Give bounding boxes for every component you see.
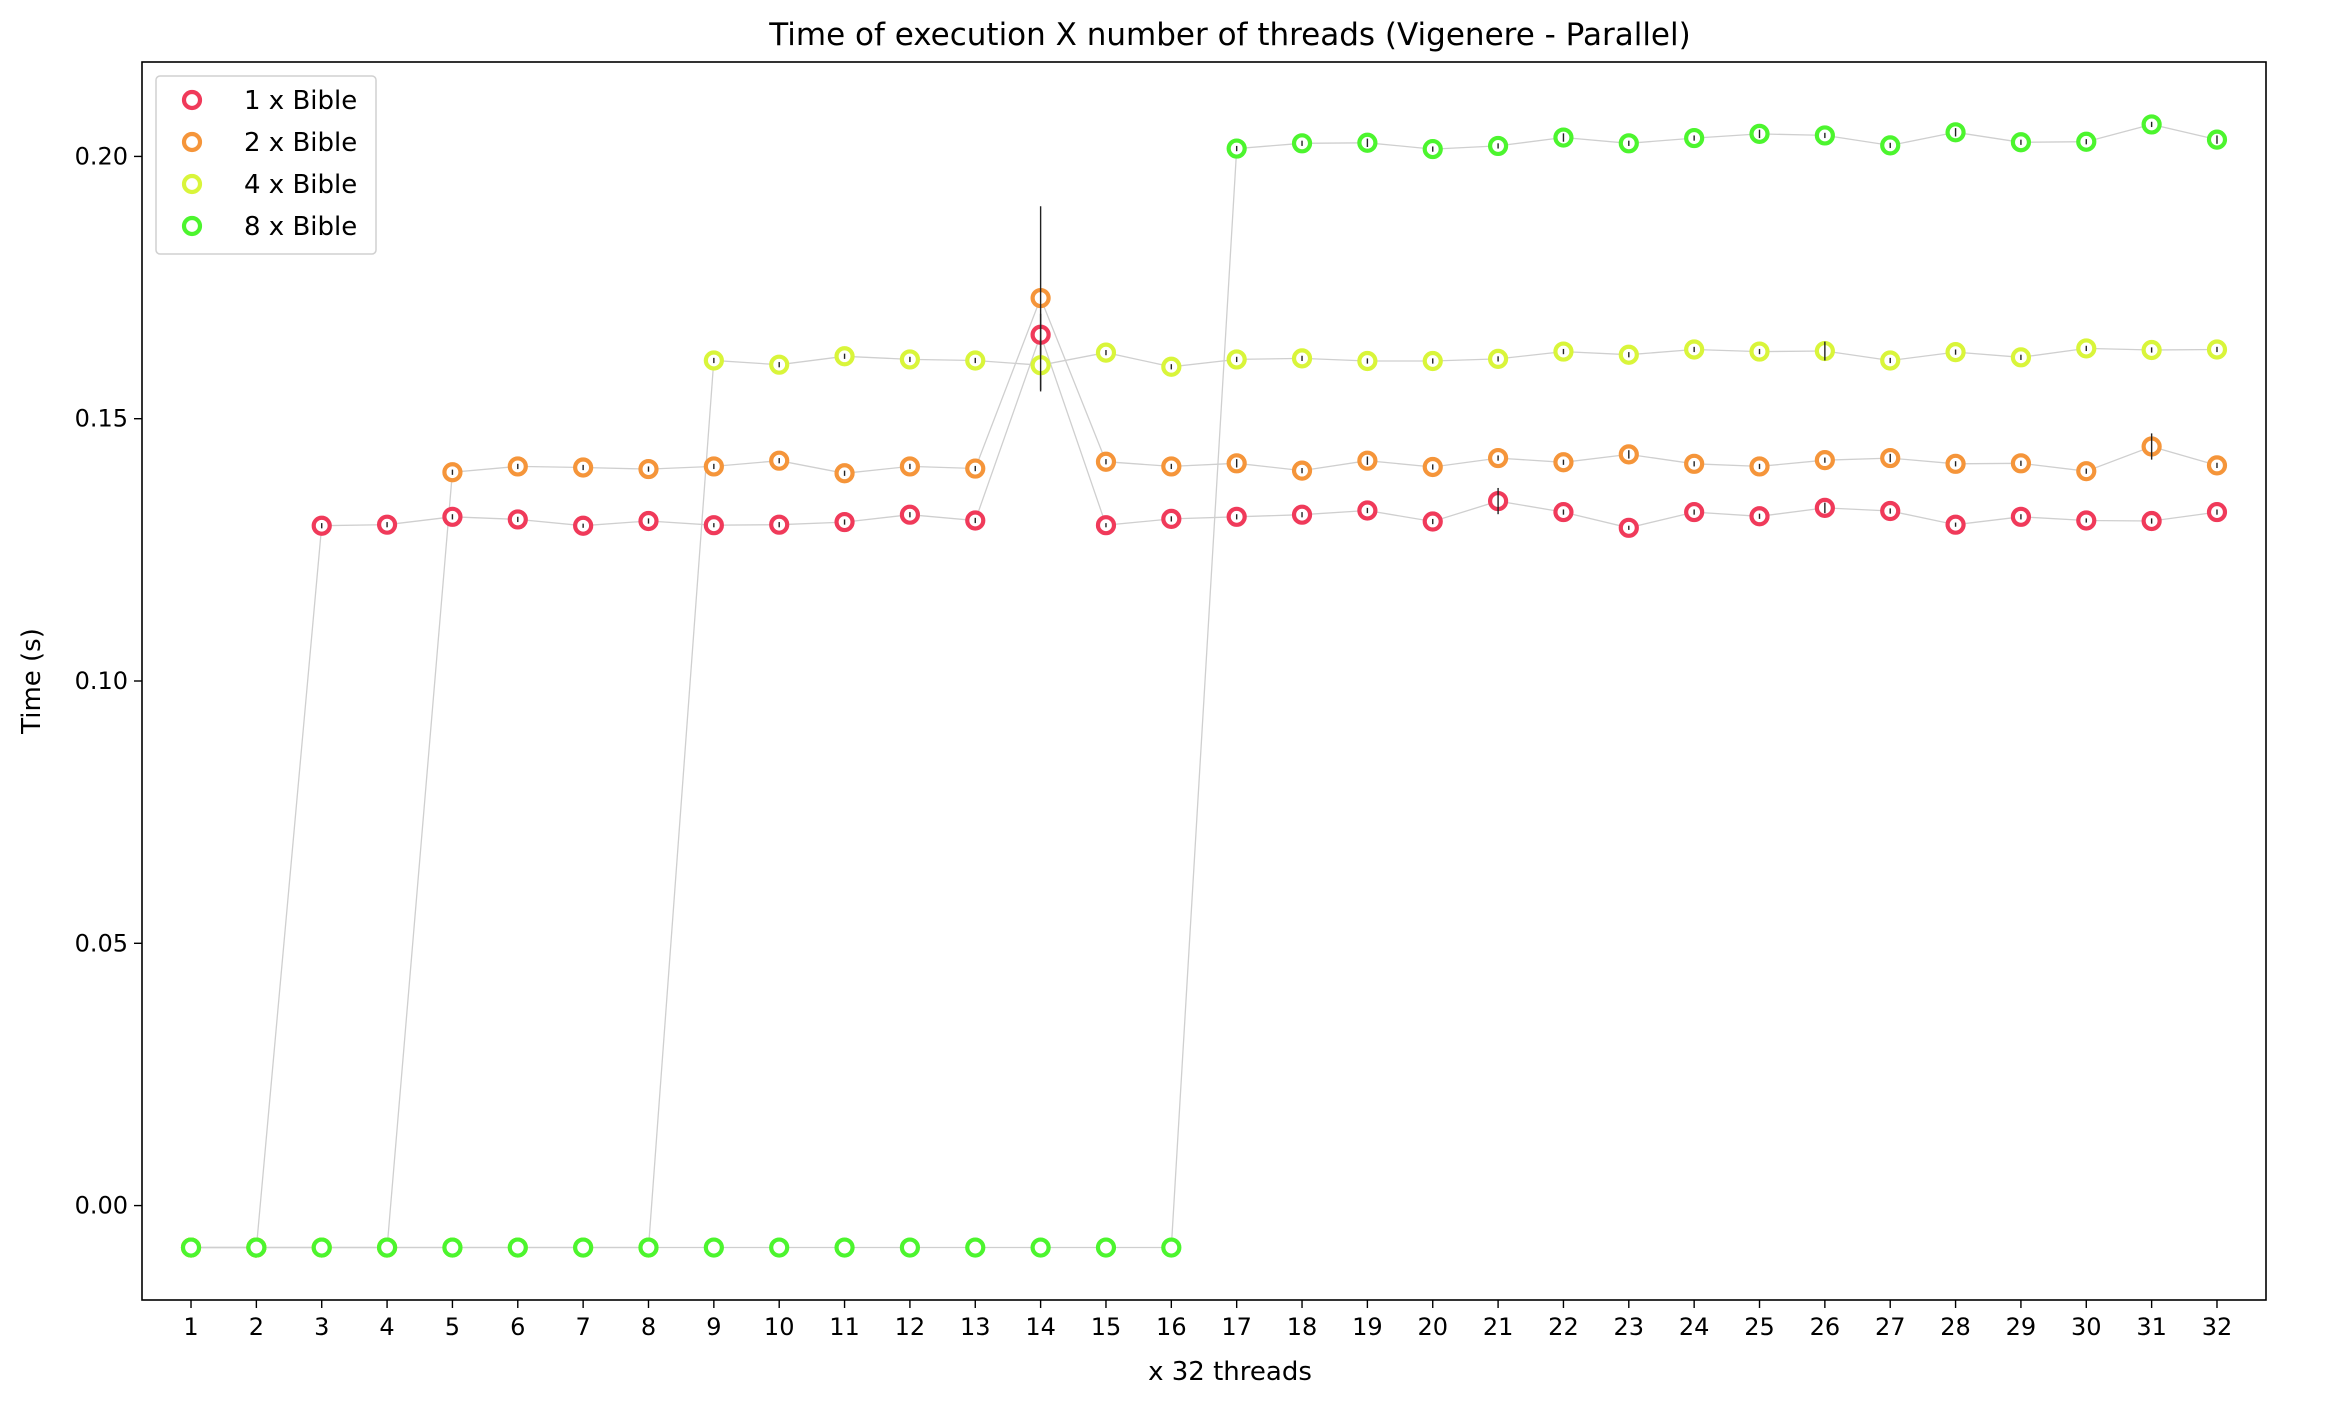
x-tick-label: 1 — [183, 1313, 198, 1341]
x-tick-label: 17 — [1221, 1313, 1252, 1341]
x-tick-label: 30 — [2071, 1313, 2102, 1341]
x-tick-label: 6 — [510, 1313, 525, 1341]
x-tick-label: 23 — [1614, 1313, 1645, 1341]
x-tick-label: 2 — [249, 1313, 264, 1341]
data-point — [1095, 1237, 1117, 1258]
data-point — [376, 1237, 398, 1258]
data-point — [834, 1237, 855, 1258]
series-line-4 — [191, 123, 2218, 1249]
y-axis: 0.00 0.05 0.10 0.15 0.20 — [75, 142, 142, 1220]
x-tick-label: 25 — [1744, 1313, 1775, 1341]
data-point — [769, 1237, 790, 1258]
x-tick-label: 14 — [1025, 1313, 1056, 1341]
legend-marker — [181, 215, 203, 237]
legend-label: 8 x Bible — [244, 212, 357, 242]
data-point — [638, 1237, 659, 1258]
legend: 1 x Bible 2 x Bible 4 x Bible 8 x Bible — [155, 75, 377, 255]
y-tick-label: 0.20 — [75, 142, 128, 170]
data-point — [1161, 1237, 1182, 1258]
x-tick-label: 21 — [1483, 1313, 1514, 1341]
data-point — [246, 1237, 267, 1258]
x-tick-label: 18 — [1287, 1313, 1318, 1341]
legend-label: 2 x Bible — [244, 128, 357, 158]
x-tick-label: 12 — [895, 1313, 926, 1341]
data-point — [442, 1237, 463, 1258]
legend-label: 4 x Bible — [244, 170, 357, 200]
x-tick-label: 32 — [2202, 1313, 2233, 1341]
data-point — [507, 1237, 528, 1258]
y-tick-label: 0.05 — [75, 929, 128, 957]
x-tick-label: 29 — [2006, 1313, 2037, 1341]
chart-title: Time of execution X number of threads (V… — [768, 17, 1690, 53]
data-point — [965, 1237, 986, 1258]
y-tick-label: 0.10 — [75, 667, 128, 695]
y-tick-label: 0.15 — [75, 405, 128, 433]
x-tick-label: 11 — [829, 1313, 860, 1341]
legend-label: 1 x Bible — [244, 86, 357, 116]
legend-marker — [181, 173, 203, 195]
x-tick-label: 8 — [641, 1313, 656, 1341]
data-point — [703, 1237, 724, 1258]
x-tick-label: 31 — [2136, 1313, 2167, 1341]
y-axis-title: Time (s) — [17, 628, 47, 735]
data-point — [180, 1237, 202, 1258]
x-tick-label: 20 — [1417, 1313, 1448, 1341]
data-point — [1030, 1237, 1051, 1258]
x-tick-label: 15 — [1091, 1313, 1122, 1341]
x-tick-label: 4 — [379, 1313, 394, 1341]
x-axis: 1 2 3 4 5 6 7 8 9 10 11 12 13 14 15 16 17 18 19 20 21 22 23 24 2… — [183, 1300, 2232, 1341]
legend-marker — [181, 89, 203, 111]
legend-box — [155, 75, 377, 255]
legend-marker — [181, 131, 203, 153]
x-tick-label: 5 — [445, 1313, 460, 1341]
data-point — [899, 1237, 921, 1258]
y-tick-label: 0.00 — [75, 1192, 128, 1220]
series-4-points — [180, 114, 2228, 1258]
x-tick-label: 3 — [314, 1313, 329, 1341]
data-point — [311, 1237, 332, 1258]
x-tick-label: 28 — [1940, 1313, 1971, 1341]
x-tick-label: 13 — [960, 1313, 991, 1341]
plot-area — [180, 114, 2228, 1258]
x-axis-title: x 32 threads — [1148, 1357, 1312, 1387]
x-tick-label: 9 — [706, 1313, 721, 1341]
x-tick-label: 26 — [1810, 1313, 1841, 1341]
x-tick-label: 24 — [1679, 1313, 1710, 1341]
x-tick-label: 10 — [764, 1313, 795, 1341]
series-line-2 — [191, 296, 2218, 1249]
x-tick-label: 16 — [1156, 1313, 1187, 1341]
x-tick-label: 22 — [1548, 1313, 1579, 1341]
series-line-1 — [191, 332, 2218, 1249]
x-tick-label: 27 — [1875, 1313, 1906, 1341]
data-point — [573, 1237, 594, 1258]
x-tick-label: 19 — [1352, 1313, 1383, 1341]
x-tick-label: 7 — [575, 1313, 590, 1341]
